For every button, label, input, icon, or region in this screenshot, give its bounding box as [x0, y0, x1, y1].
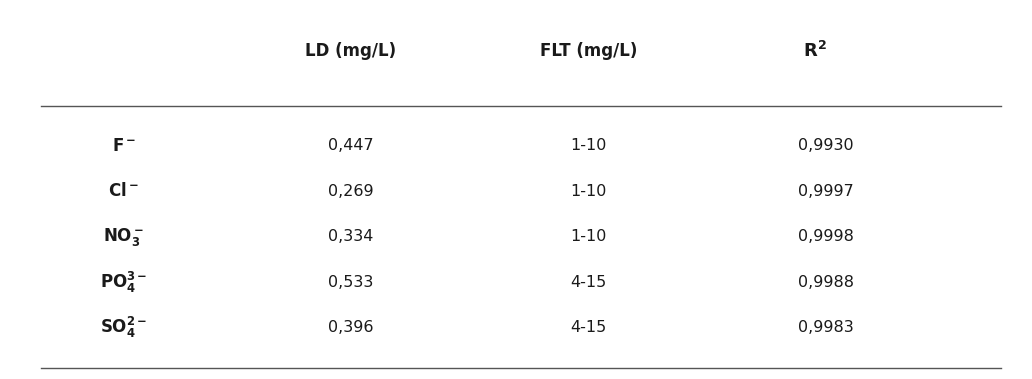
- Text: 0,9930: 0,9930: [798, 138, 853, 153]
- Text: $\mathbf{R^2}$: $\mathbf{R^2}$: [803, 41, 828, 61]
- Text: 0,447: 0,447: [328, 138, 374, 153]
- Text: $\mathbf{NO_3^-}$: $\mathbf{NO_3^-}$: [103, 226, 144, 248]
- Text: $\mathbf{SO_4^{2-}}$: $\mathbf{SO_4^{2-}}$: [100, 315, 148, 340]
- Text: FLT (mg/L): FLT (mg/L): [540, 42, 637, 60]
- Text: 1-10: 1-10: [570, 229, 607, 244]
- Text: 0,9988: 0,9988: [798, 275, 853, 290]
- Text: $\mathbf{Cl^-}$: $\mathbf{Cl^-}$: [108, 182, 139, 200]
- Text: 0,533: 0,533: [328, 275, 374, 290]
- Text: 0,9997: 0,9997: [798, 184, 853, 199]
- Text: 0,269: 0,269: [328, 184, 374, 199]
- Text: 4-15: 4-15: [570, 275, 607, 290]
- Text: 1-10: 1-10: [570, 138, 607, 153]
- Text: 0,396: 0,396: [328, 320, 374, 335]
- Text: 1-10: 1-10: [570, 184, 607, 199]
- Text: 0,9983: 0,9983: [798, 320, 853, 335]
- Text: 0,334: 0,334: [328, 229, 374, 244]
- Text: 0,9998: 0,9998: [798, 229, 853, 244]
- Text: $\mathbf{F^-}$: $\mathbf{F^-}$: [111, 137, 136, 155]
- Text: LD (mg/L): LD (mg/L): [305, 42, 396, 60]
- Text: $\mathbf{PO_4^{3-}}$: $\mathbf{PO_4^{3-}}$: [100, 270, 148, 295]
- Text: 4-15: 4-15: [570, 320, 607, 335]
